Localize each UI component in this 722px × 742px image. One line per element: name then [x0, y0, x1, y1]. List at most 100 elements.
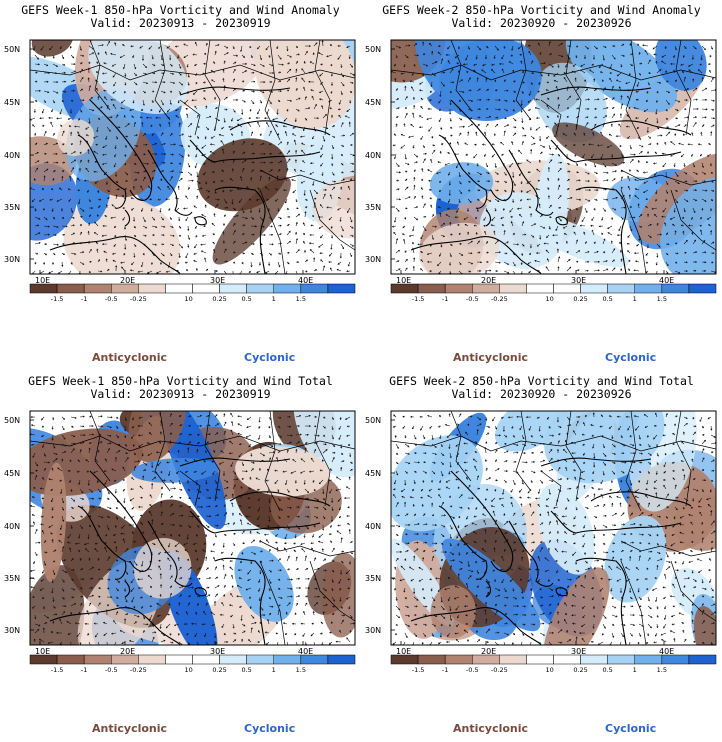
colorbar-swatch — [634, 654, 663, 665]
longitude-label: 30E — [210, 276, 225, 285]
anticyclonic-vorticity-area — [30, 136, 77, 186]
wind-vectors — [30, 40, 355, 274]
vorticity-map: 10E 20E 30E 40E 50N 45N 40N 35N 30N -1.5 -1 -0.5 -0.… — [4, 410, 356, 674]
colorbar-swatch — [688, 654, 717, 665]
colorbar-tick-label: -1 — [442, 295, 448, 303]
vorticity-map: 10E 20E 30E 40E 50N 45N 40N 35N 30N -1.5 -1 -0.5 -0.… — [365, 410, 717, 674]
colorbar-exponent: 10 — [185, 295, 193, 303]
country-border — [515, 411, 532, 492]
country-border — [264, 40, 281, 141]
coastline — [214, 186, 266, 274]
anticyclonic-vorticity-area — [674, 495, 716, 551]
country-border — [204, 411, 221, 502]
anticyclonic-vorticity-area — [543, 567, 610, 645]
colorbar-swatch — [56, 283, 85, 294]
colorbar-tick-label: 0.5 — [241, 295, 251, 303]
colorbar-tick-label: -1 — [81, 666, 87, 674]
cyclonic-vorticity-area — [565, 40, 678, 113]
country-border — [625, 40, 642, 141]
colorbar-swatch — [327, 283, 356, 294]
coastline — [189, 510, 321, 534]
colorbar-swatch — [111, 654, 139, 665]
longitude-label: 20E — [481, 647, 496, 656]
colorbar-swatch — [526, 283, 554, 294]
country-border — [154, 40, 171, 121]
colorbar-exponent: 10 — [185, 666, 193, 674]
cyclonic-vorticity-area — [391, 435, 483, 532]
coastline — [214, 557, 266, 645]
country-border — [391, 435, 716, 452]
cyclonic-vorticity-area — [604, 515, 667, 603]
map-panel-week2-anomaly: GEFS Week-2 850-hPa Vorticity and Wind A… — [361, 0, 722, 371]
country-border — [179, 99, 201, 136]
colorbar-tick-label: -0.5 — [466, 295, 479, 303]
coastline — [485, 580, 492, 598]
longitude-label: 20E — [120, 647, 135, 656]
colorbar-tick-label: -0.5 — [466, 666, 479, 674]
colorbar-exponent: 10 — [546, 666, 554, 674]
latitude-label: 45N — [365, 469, 381, 478]
colorbar-swatch — [300, 283, 329, 294]
colorbar-tick-label: 0.5 — [602, 666, 612, 674]
colorbar-tick-label: -1 — [81, 295, 87, 303]
anticyclonic-label: Anticyclonic — [453, 722, 529, 735]
colorbar-swatch — [246, 654, 275, 665]
country-border — [620, 540, 716, 557]
colorbar-tick-label: 1.5 — [296, 295, 306, 303]
cyclonic-vorticity-area — [441, 538, 541, 632]
colorbar-exponent: 10 — [546, 295, 554, 303]
colorbar-swatch — [661, 283, 690, 294]
latitude-label: 40N — [4, 151, 20, 160]
anticyclonic-vorticity-area — [235, 446, 330, 497]
latitude-label: 45N — [4, 469, 20, 478]
anticyclonic-vorticity-area — [128, 411, 187, 463]
colorbar-swatch — [499, 654, 527, 665]
country-border — [89, 411, 111, 482]
colorbar-tick-label: -1.5 — [412, 295, 425, 303]
latitude-label: 45N — [4, 98, 20, 107]
latitude-label: 30N — [365, 626, 381, 635]
country-border — [259, 169, 355, 186]
coastline — [147, 149, 193, 216]
colorbar-swatch — [83, 283, 112, 294]
latitude-label: 40N — [365, 151, 381, 160]
country-border — [620, 560, 647, 645]
anticyclonic-vorticity-area — [30, 428, 143, 497]
country-border — [309, 560, 355, 622]
cyclonic-vorticity-area — [544, 411, 665, 484]
coastline — [450, 99, 514, 201]
latitude-label: 50N — [365, 45, 381, 54]
colorbar-swatch — [444, 283, 473, 294]
country-border — [620, 189, 647, 274]
colorbar-swatch — [444, 654, 473, 665]
anticyclonic-vorticity-area — [212, 176, 291, 265]
colorbar-swatch — [688, 283, 717, 294]
longitude-label: 10E — [35, 276, 50, 285]
coastline — [438, 134, 488, 209]
colorbar-swatch — [138, 654, 166, 665]
colorbar-swatch — [327, 654, 356, 665]
colorbar-swatch — [29, 283, 58, 294]
colorbar-swatch — [56, 654, 85, 665]
coastline — [540, 457, 652, 467]
latitude-label: 35N — [4, 574, 20, 583]
cyclonic-vorticity-area — [660, 177, 716, 274]
colorbar: -1.5 -1 -0.5 -0.25 0.25 0.5 1 1.5 10 — [390, 654, 717, 674]
colorbar-swatch — [417, 283, 446, 294]
longitude-label: 30E — [210, 647, 225, 656]
country-border — [204, 40, 221, 131]
map-panel-week2-total: GEFS Week-2 850-hPa Vorticity and Wind T… — [361, 371, 722, 742]
map-frame — [390, 39, 717, 275]
wind-vectors — [30, 412, 355, 645]
longitude-label: 20E — [481, 276, 496, 285]
country-border — [391, 64, 716, 81]
colorbar-swatch — [192, 654, 220, 665]
country-border — [30, 64, 355, 81]
coastline — [508, 520, 554, 587]
cyclonic-vorticity-area — [234, 545, 294, 622]
coastline — [540, 86, 652, 96]
latitude-label: 35N — [4, 203, 20, 212]
longitude-label: 10E — [35, 647, 50, 656]
cyclonic-vorticity-area — [65, 88, 142, 182]
colorbar-swatch — [273, 283, 302, 294]
